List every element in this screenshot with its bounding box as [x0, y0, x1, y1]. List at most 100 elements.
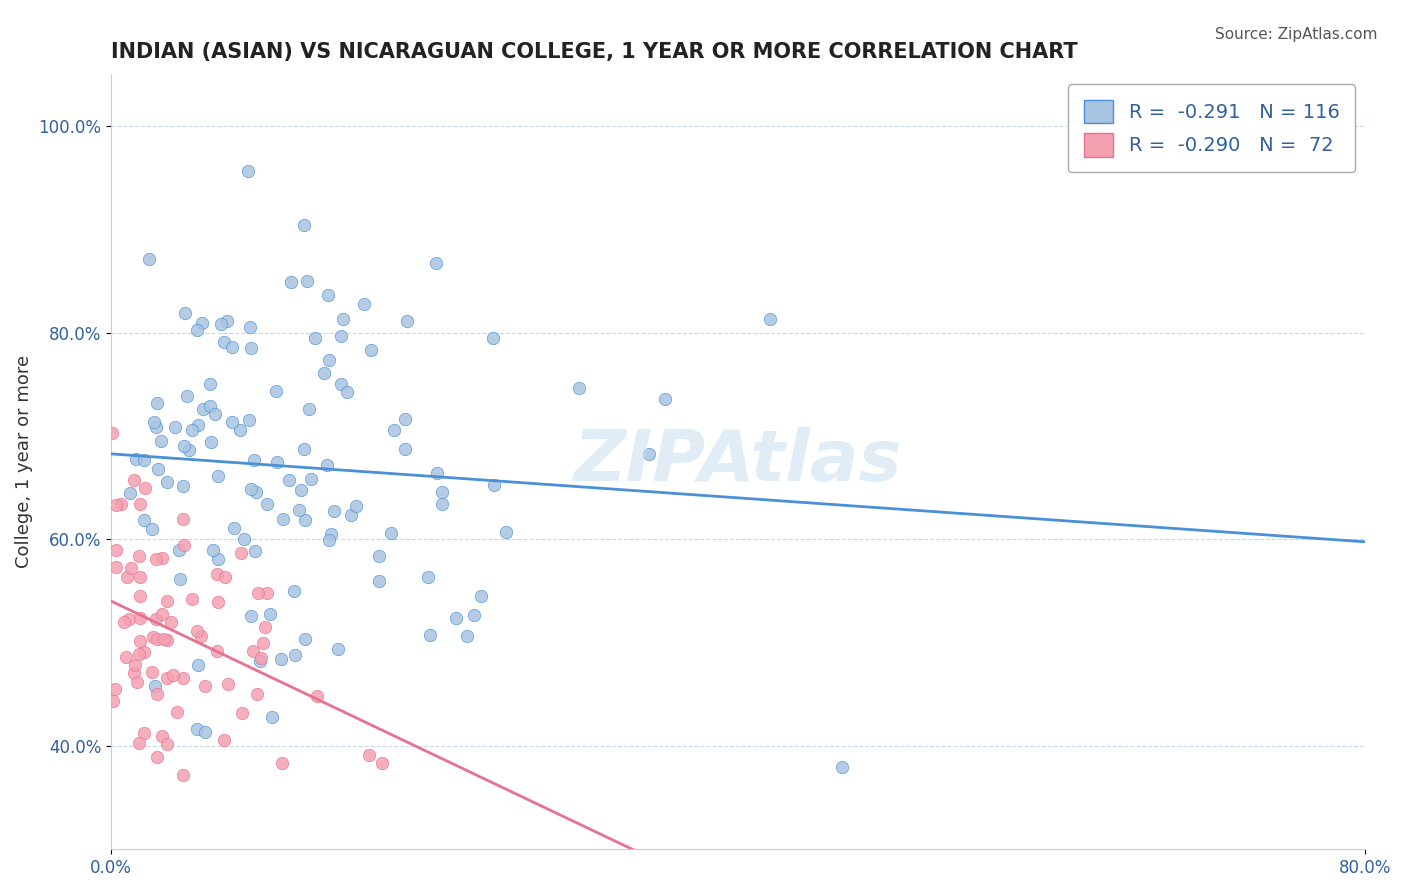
Point — [205, 567, 228, 582]
Point — [280, 275, 302, 289]
Point — [371, 756, 394, 771]
Text: ZIPAtlas: ZIPAtlas — [574, 427, 903, 496]
Point — [430, 497, 453, 511]
Point — [292, 442, 315, 456]
Point — [152, 729, 174, 743]
Point — [172, 512, 194, 526]
Point — [426, 466, 449, 480]
Point — [150, 434, 173, 448]
Point — [143, 679, 166, 693]
Point — [229, 423, 252, 437]
Point — [329, 377, 352, 392]
Point — [156, 671, 179, 685]
Point — [143, 416, 166, 430]
Point — [654, 392, 676, 406]
Point — [321, 526, 343, 541]
Point — [117, 569, 139, 583]
Point — [831, 759, 853, 773]
Point — [205, 644, 228, 658]
Point — [394, 412, 416, 426]
Point — [105, 560, 128, 574]
Point — [112, 615, 135, 629]
Point — [132, 452, 155, 467]
Point — [336, 384, 359, 399]
Point — [198, 399, 221, 413]
Point — [172, 768, 194, 782]
Point — [201, 542, 224, 557]
Point — [759, 311, 782, 326]
Point — [256, 586, 278, 600]
Point — [425, 256, 447, 270]
Point — [128, 611, 150, 625]
Point — [146, 461, 169, 475]
Point — [380, 526, 402, 541]
Point — [299, 472, 322, 486]
Point — [186, 722, 208, 736]
Point — [129, 634, 152, 648]
Point — [146, 687, 169, 701]
Point — [294, 513, 316, 527]
Point — [128, 570, 150, 584]
Point — [252, 635, 274, 649]
Point — [120, 486, 142, 500]
Point — [283, 584, 305, 599]
Point — [169, 572, 191, 586]
Point — [104, 543, 127, 558]
Point — [245, 484, 267, 499]
Point — [305, 690, 328, 704]
Point — [239, 320, 262, 334]
Point — [141, 522, 163, 536]
Point — [221, 415, 243, 429]
Point — [482, 478, 505, 492]
Point — [146, 750, 169, 764]
Point — [318, 533, 340, 548]
Point — [181, 592, 204, 607]
Point — [186, 417, 208, 432]
Point — [103, 693, 125, 707]
Point — [134, 481, 156, 495]
Point — [129, 497, 152, 511]
Point — [323, 504, 346, 518]
Point — [117, 612, 139, 626]
Point — [128, 736, 150, 750]
Point — [124, 658, 146, 673]
Point — [163, 419, 186, 434]
Point — [266, 455, 288, 469]
Point — [194, 724, 217, 739]
Point — [238, 413, 260, 427]
Point — [146, 396, 169, 410]
Point — [122, 473, 145, 487]
Point — [242, 644, 264, 658]
Point — [395, 314, 418, 328]
Point — [250, 651, 273, 665]
Point — [110, 497, 132, 511]
Point — [156, 737, 179, 751]
Point — [101, 425, 124, 440]
Point — [284, 648, 307, 663]
Point — [169, 543, 191, 558]
Point — [156, 594, 179, 608]
Point — [207, 595, 229, 609]
Point — [368, 549, 391, 563]
Point — [294, 632, 316, 646]
Legend: R =  -0.291   N = 116, R =  -0.290   N =  72: R = -0.291 N = 116, R = -0.290 N = 72 — [1069, 84, 1355, 172]
Point — [145, 612, 167, 626]
Point — [295, 274, 318, 288]
Point — [194, 679, 217, 693]
Point — [191, 316, 214, 330]
Point — [418, 570, 440, 584]
Point — [212, 334, 235, 349]
Point — [198, 376, 221, 391]
Point — [249, 654, 271, 668]
Point — [262, 710, 284, 724]
Point — [180, 423, 202, 437]
Point — [176, 389, 198, 403]
Point — [270, 756, 292, 771]
Point — [146, 632, 169, 646]
Point — [215, 314, 238, 328]
Point — [207, 552, 229, 566]
Point — [326, 641, 349, 656]
Point — [145, 551, 167, 566]
Point — [209, 318, 232, 332]
Point — [187, 658, 209, 673]
